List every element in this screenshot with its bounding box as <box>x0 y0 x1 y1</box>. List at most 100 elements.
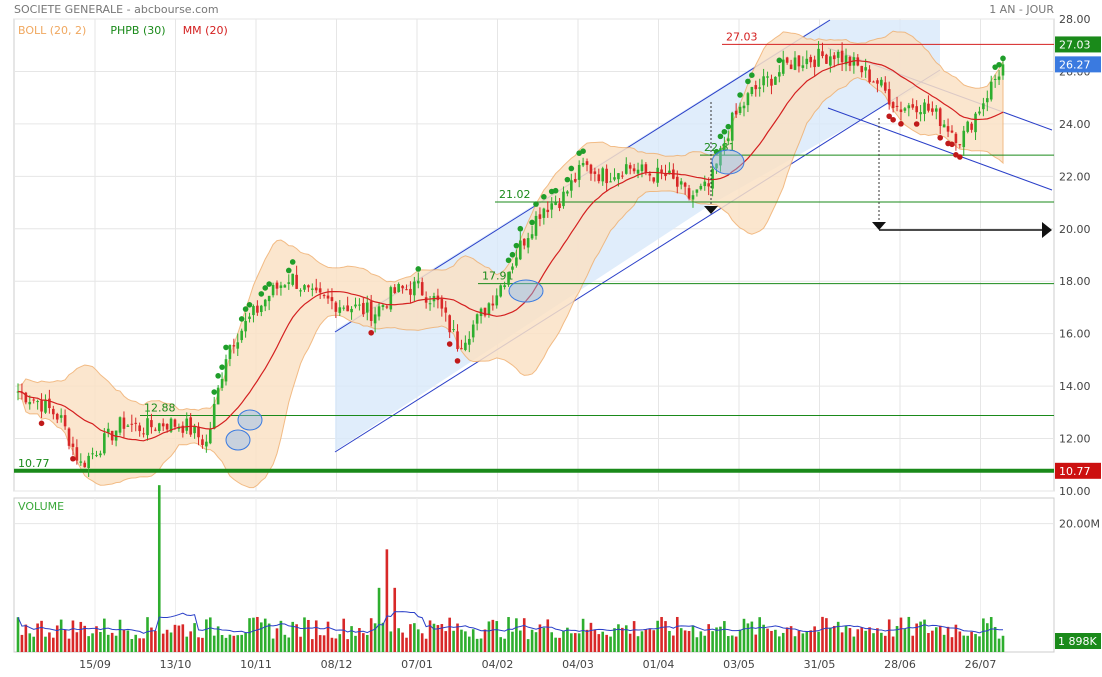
volume-bar <box>52 637 55 652</box>
candle-body <box>283 285 287 288</box>
volume-bar <box>923 619 926 652</box>
candle-body <box>621 175 624 177</box>
volume-bar <box>201 637 204 652</box>
volume-bar <box>664 621 667 652</box>
candle-body <box>271 284 275 296</box>
volume-bar <box>373 623 377 652</box>
candle-body <box>405 289 408 291</box>
candle-body <box>83 462 87 468</box>
candle-body <box>456 331 459 350</box>
volume-bar <box>420 633 424 652</box>
candle-body <box>601 168 605 182</box>
phpb-low-dot <box>38 420 45 427</box>
candle-body <box>581 162 585 166</box>
candle-body <box>970 123 973 130</box>
candle-body <box>334 302 338 312</box>
candle-body <box>593 171 597 174</box>
volume-bar <box>758 617 761 652</box>
volume-bar <box>389 631 393 652</box>
volume-bar <box>334 638 338 652</box>
volume-bar <box>299 636 302 652</box>
candle-body <box>507 272 510 285</box>
volume-bar <box>766 628 769 652</box>
x-tick-label: 01/04 <box>643 658 675 671</box>
volume-bar <box>887 619 891 652</box>
candle-body <box>177 427 181 429</box>
volume-bar <box>946 626 950 652</box>
volume-bar <box>401 632 404 652</box>
candle-body <box>785 57 789 63</box>
volume-bar <box>950 637 954 652</box>
volume-bar <box>291 621 295 652</box>
volume-bar <box>566 627 569 652</box>
candle-body <box>860 65 864 73</box>
volume-bar <box>954 624 958 652</box>
candle-body <box>927 103 930 111</box>
volume-bar <box>495 621 499 652</box>
volume-bar <box>927 633 930 652</box>
candle-body <box>519 240 522 260</box>
candle-body <box>299 290 302 292</box>
candle-body <box>401 285 404 289</box>
volume-bar <box>138 638 141 652</box>
volume-bar <box>660 617 663 652</box>
volume-bar <box>562 630 565 652</box>
volume-bar <box>821 616 824 652</box>
volume-bar <box>785 627 789 652</box>
candle-body <box>491 303 495 306</box>
candle-body <box>55 413 59 420</box>
volume-bar <box>723 621 726 652</box>
candle-body <box>452 329 455 331</box>
candle-body <box>515 257 518 266</box>
candle-body <box>750 86 754 95</box>
candle-body <box>923 102 926 114</box>
phpb-high-dot <box>749 72 755 78</box>
volume-bar <box>511 631 514 652</box>
volume-bar <box>142 638 145 652</box>
volume-bar <box>330 637 334 652</box>
period-label[interactable]: 1 AN - JOUR <box>989 3 1054 16</box>
volume-bar <box>695 637 699 652</box>
volume-bar <box>216 626 220 652</box>
candle-body <box>585 161 589 165</box>
volume-bar <box>997 638 1001 652</box>
phpb-high-dot <box>776 57 783 64</box>
candle-body <box>703 181 707 187</box>
candle-body <box>161 423 165 427</box>
phpb-low-dot <box>886 113 892 120</box>
candle-body <box>801 65 805 68</box>
candle-body <box>495 295 499 306</box>
candle-body <box>413 281 416 296</box>
candle-body <box>393 287 397 294</box>
grid-lines: 28.0026.0024.0022.0020.0018.0016.0014.00… <box>13 13 1091 671</box>
level-label: 12.88 <box>144 401 176 414</box>
phpb-high-dot <box>266 281 272 287</box>
volume-bar <box>613 628 616 652</box>
volume-panel: VOLUME 20.00M 1 898K <box>14 485 1101 652</box>
candle-body <box>59 415 63 418</box>
volume-bar <box>87 636 90 652</box>
volume-bar <box>436 625 440 652</box>
candle-body <box>993 78 997 80</box>
volume-bar <box>36 623 39 652</box>
candle-body <box>103 433 106 454</box>
candle-body <box>291 273 295 285</box>
volume-bar <box>558 637 561 652</box>
phpb-high-dot <box>238 316 245 322</box>
volume-bar <box>989 617 993 652</box>
candle-body <box>982 103 985 110</box>
candle-body <box>287 282 291 284</box>
volume-bar <box>110 632 114 652</box>
candle-body <box>444 307 448 313</box>
candle-body <box>911 104 915 108</box>
volume-bar <box>106 634 110 652</box>
y-tick-label: 28.00 <box>1059 13 1091 26</box>
candle-body <box>483 307 487 316</box>
volume-bar <box>75 632 79 652</box>
volume-bar <box>993 626 997 652</box>
volume-bar <box>711 631 714 652</box>
volume-bar <box>232 635 236 652</box>
candle-body <box>240 330 243 341</box>
candle-body <box>275 282 279 289</box>
candle-body <box>577 164 581 180</box>
